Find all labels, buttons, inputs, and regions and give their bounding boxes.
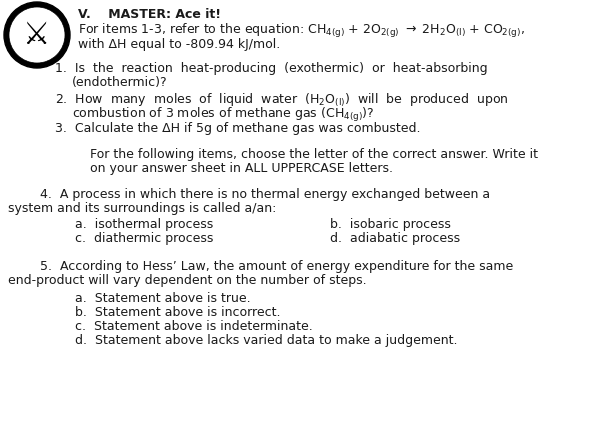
Text: with ΔH equal to -809.94 kJ/mol.: with ΔH equal to -809.94 kJ/mol. [78, 38, 280, 51]
Text: 4.  A process in which there is no thermal energy exchanged between a: 4. A process in which there is no therma… [40, 188, 490, 201]
Text: 1.  Is  the  reaction  heat-producing  (exothermic)  or  heat-absorbing: 1. Is the reaction heat-producing (exoth… [55, 62, 488, 75]
Text: c.  Statement above is indeterminate.: c. Statement above is indeterminate. [75, 320, 313, 333]
Text: d.  adiabatic process: d. adiabatic process [330, 232, 460, 245]
Text: For items 1-3, refer to the equation: $\mathregular{CH_{4(g)}}$ + $\mathregular{: For items 1-3, refer to the equation: $\… [78, 22, 525, 40]
Text: c.  diathermic process: c. diathermic process [75, 232, 214, 245]
Text: b.  isobaric process: b. isobaric process [330, 218, 451, 231]
Text: a.  Statement above is true.: a. Statement above is true. [75, 292, 251, 305]
Text: 2.  How  many  moles  of  liquid  water  ($\mathregular{H_2O_{(l)}}$)  will  be : 2. How many moles of liquid water ($\mat… [55, 92, 509, 109]
Text: d.  Statement above lacks varied data to make a judgement.: d. Statement above lacks varied data to … [75, 334, 458, 347]
Circle shape [9, 7, 65, 63]
Text: system and its surroundings is called a/an:: system and its surroundings is called a/… [8, 202, 277, 215]
Text: (endothermic)?: (endothermic)? [72, 76, 168, 89]
Text: on your answer sheet in ALL UPPERCASE letters.: on your answer sheet in ALL UPPERCASE le… [90, 162, 393, 175]
Circle shape [4, 2, 70, 68]
Text: combustion of 3 moles of methane gas ($\mathregular{CH_{4(g)}}$)?: combustion of 3 moles of methane gas ($\… [72, 106, 375, 124]
Text: 5.  According to Hess’ Law, the amount of energy expenditure for the same: 5. According to Hess’ Law, the amount of… [40, 260, 513, 273]
Text: b.  Statement above is incorrect.: b. Statement above is incorrect. [75, 306, 280, 319]
Text: end-product will vary dependent on the number of steps.: end-product will vary dependent on the n… [8, 274, 367, 287]
Text: For the following items, choose the letter of the correct answer. Write it: For the following items, choose the lett… [90, 148, 538, 161]
Text: V.    MASTER: Ace it!: V. MASTER: Ace it! [78, 8, 221, 21]
Text: a.  isothermal process: a. isothermal process [75, 218, 213, 231]
Text: 3.  Calculate the ΔH if 5g of methane gas was combusted.: 3. Calculate the ΔH if 5g of methane gas… [55, 122, 420, 135]
Text: ⚔: ⚔ [23, 21, 51, 49]
